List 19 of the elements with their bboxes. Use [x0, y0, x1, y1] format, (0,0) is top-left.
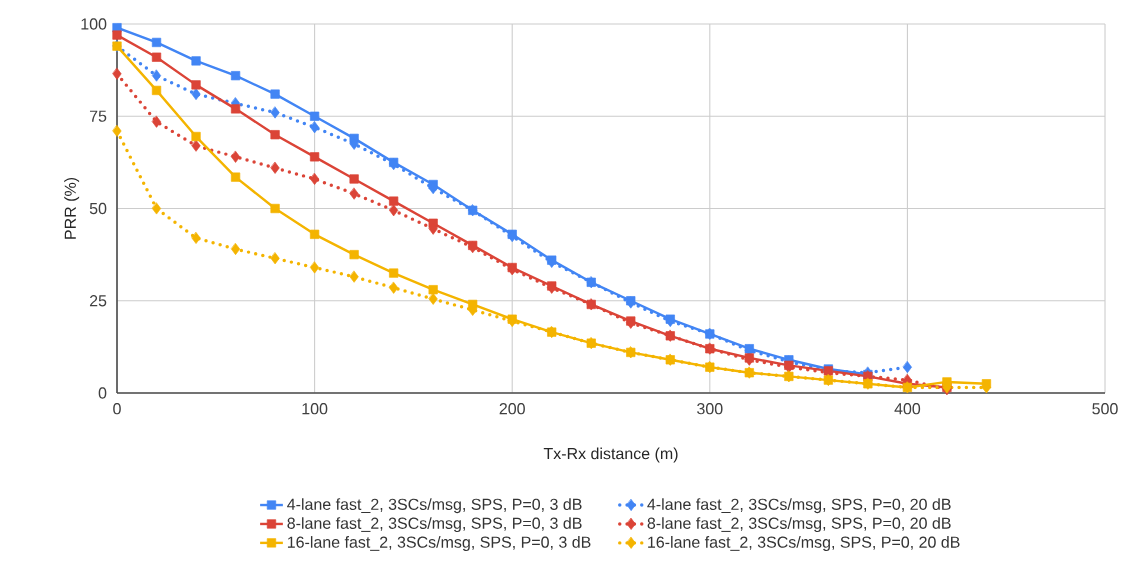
- x-tick-label: 0: [113, 403, 121, 415]
- y-tick-label: 75: [89, 110, 107, 122]
- legend-label: 8-lane fast_2, 3SCs/msg, SPS, P=0, 20 dB: [647, 517, 951, 533]
- legend-label: 16-lane fast_2, 3SCs/msg, SPS, P=0, 20 dB: [648, 536, 960, 551]
- x-tick-label: 100: [302, 403, 328, 415]
- y-tick-label: 50: [89, 202, 107, 215]
- y-axis-title: PRR (%): [64, 177, 80, 239]
- legend-label: 4-lane fast_2, 3SCs/msg, SPS, P=0, 20 dB: [647, 498, 951, 514]
- x-tick-label: 300: [697, 403, 723, 415]
- legend-label: 16-lane fast_2, 3SCs/msg, SPS, P=0, 3 dB: [287, 536, 591, 551]
- y-tick-label: 100: [81, 18, 107, 30]
- x-tick-label: 400: [894, 403, 921, 415]
- x-tick-label: 200: [499, 403, 525, 415]
- x-tick-label: 500: [1092, 403, 1118, 415]
- legend-label: 4-lane fast_2, 3SCs/msg, SPS, P=0, 3 dB: [287, 498, 582, 514]
- x-axis-title: Tx-Rx distance (m): [543, 447, 678, 463]
- legend-label: 8-lane fast_2, 3SCs/msg, SPS, P=0, 3 dB: [287, 517, 582, 533]
- y-tick-label: 25: [89, 295, 107, 307]
- y-tick-label: 0: [98, 387, 107, 399]
